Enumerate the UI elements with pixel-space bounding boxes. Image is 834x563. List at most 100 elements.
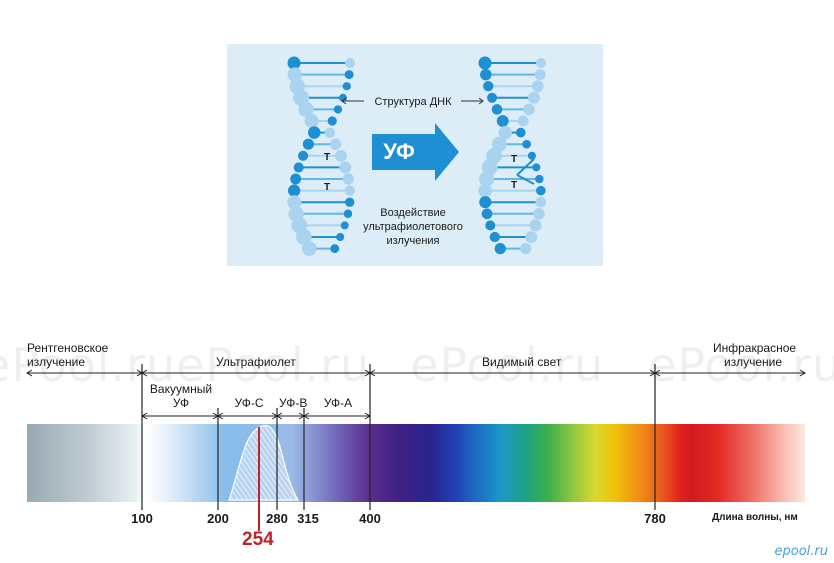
- nucleotide: [520, 243, 532, 255]
- nucleotide: [343, 209, 353, 219]
- nucleotide: [498, 125, 512, 140]
- lamp-line-label: 254: [242, 529, 274, 550]
- nucleotide: [536, 185, 546, 196]
- tick-100: 100: [131, 511, 153, 526]
- infrared-range-arrow-head-left: [654, 369, 661, 377]
- nucleotide: [336, 232, 345, 242]
- nucleotide: [529, 219, 542, 232]
- nucleotide: [479, 171, 495, 187]
- thymine-label-right-1: Т: [511, 154, 517, 165]
- uv-arrow-label: УФ: [383, 139, 415, 164]
- xray-range-arrow-head-left: [26, 369, 33, 377]
- nucleotide: [489, 231, 500, 243]
- nucleotide: [527, 91, 540, 104]
- ultraviolet-label: Ультрафиолет: [216, 355, 296, 369]
- nucleotide: [481, 159, 498, 176]
- infrared-range-arrow-head-right: [799, 369, 806, 377]
- nucleotide: [478, 56, 492, 70]
- nucleotide: [287, 56, 301, 70]
- nucleotide: [491, 136, 507, 152]
- nucleotide: [287, 67, 303, 82]
- thymine-label-right-2: Т: [511, 180, 517, 191]
- nucleotide: [481, 208, 493, 220]
- uv-effect-caption-line-3: излучения: [386, 235, 439, 247]
- thymine-label-left-1: Т: [324, 152, 330, 163]
- nucleotide: [297, 150, 309, 161]
- nucleotide: [344, 185, 356, 196]
- nucleotide: [536, 58, 546, 68]
- nucleotide: [483, 81, 494, 92]
- watermark-right: ePool.ru: [648, 338, 834, 392]
- nucleotide: [479, 196, 492, 209]
- uvc-range-arrow-head-left: [217, 412, 224, 420]
- nucleotide: [329, 138, 342, 150]
- tick-315: 315: [297, 511, 319, 526]
- watermark-left: ePool.ru: [0, 338, 177, 392]
- nucleotide: [324, 127, 335, 138]
- vacuum-uv-label-line-1: Вакуумный: [149, 382, 213, 396]
- nucleotide: [491, 104, 503, 115]
- nucleotide: [339, 161, 352, 174]
- tick-280: 280: [266, 511, 288, 526]
- thymine-label-left-2: Т: [324, 182, 330, 193]
- nucleotide: [293, 162, 304, 173]
- tick-400: 400: [359, 511, 381, 526]
- nucleotide: [534, 69, 546, 81]
- axis-title: Длина волны, нм: [712, 512, 798, 523]
- nucleotide: [287, 195, 302, 210]
- nucleotide: [535, 174, 544, 184]
- dna-illustration-panel: УФ Структура ДНК Воздействие ультрафиоле…: [227, 44, 603, 266]
- nucleotide: [333, 105, 343, 114]
- nucleotide: [485, 220, 496, 231]
- watermark-center-left: ePool.ru: [176, 338, 371, 392]
- nucleotide: [522, 139, 531, 149]
- nucleotide: [301, 241, 317, 256]
- nucleotide: [523, 103, 535, 116]
- tick-780: 780: [644, 511, 666, 526]
- nucleotide: [525, 231, 538, 243]
- nucleotide: [515, 127, 526, 138]
- nucleotide: [480, 68, 492, 81]
- uva-range-arrow-head-right: [364, 412, 371, 420]
- nucleotide: [287, 184, 301, 197]
- electromagnetic-spectrum-bar: [27, 424, 805, 502]
- xray-label-line-2: излучение: [27, 355, 86, 369]
- vacuum-uv-label-line-2: УФ: [172, 396, 190, 410]
- site-logo: epool.ru: [774, 544, 829, 559]
- nucleotide: [327, 116, 337, 126]
- nucleotide: [290, 173, 302, 185]
- nucleotide: [531, 80, 544, 93]
- watermark-center-right: ePool.ru: [410, 338, 605, 392]
- uv-arrow-icon: [372, 123, 459, 181]
- uvc-label: УФ-С: [234, 396, 264, 410]
- visible-light-label: Видимый свет: [482, 355, 562, 369]
- nucleotide: [342, 173, 355, 185]
- nucleotide: [517, 115, 529, 127]
- dna-illustration: УФ Структура ДНК Воздействие ультрафиоле…: [287, 56, 547, 256]
- nucleotide: [494, 242, 506, 255]
- infrared-label-line-2: излучение: [724, 355, 783, 369]
- dna-strand-before: [287, 56, 356, 256]
- nucleotide: [334, 149, 347, 162]
- nucleotide: [345, 197, 355, 207]
- nucleotide: [532, 163, 541, 172]
- structure-label-arrows: [341, 97, 484, 105]
- uvb-label: УФ-В: [279, 396, 308, 410]
- dna-strand-after: [478, 56, 547, 255]
- nucleotide: [342, 82, 351, 91]
- nucleotide: [533, 208, 545, 220]
- vacuum-uv-range-arrow-head-left: [141, 412, 148, 420]
- nucleotide: [478, 183, 492, 198]
- xray-label-line-1: Рентгеновское: [27, 341, 109, 355]
- nucleotide: [304, 113, 319, 129]
- lamp-emission-curve: [228, 425, 300, 501]
- uv-effect-caption-line-1: Воздействие: [380, 207, 445, 219]
- nucleotide: [307, 126, 321, 139]
- uva-label: УФ-А: [323, 396, 353, 410]
- nucleotide: [298, 101, 314, 118]
- nucleotide: [487, 92, 498, 103]
- uv-effect-caption-line-2: ультрафиолетового: [363, 221, 463, 233]
- nucleotide: [344, 70, 354, 80]
- nucleotide: [340, 221, 349, 230]
